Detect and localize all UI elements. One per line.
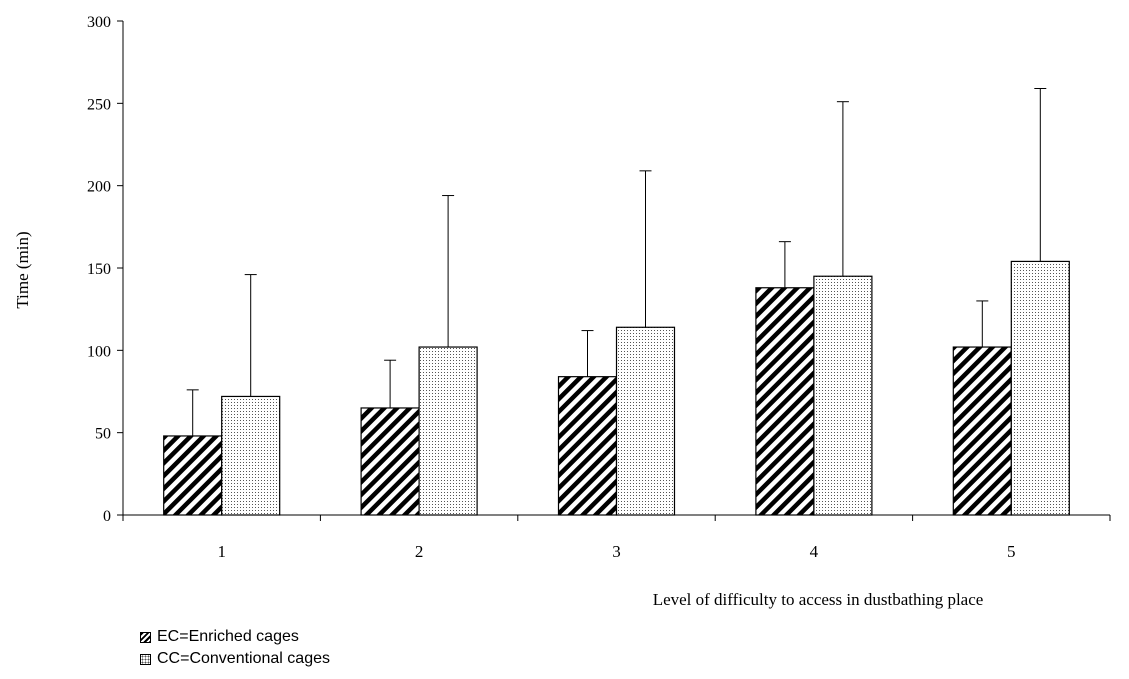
- x-axis-label: Level of difficulty to access in dustbat…: [653, 590, 984, 609]
- y-axis-label: Time (min): [13, 231, 32, 308]
- bar-enriched: [360, 407, 420, 516]
- y-tick-label: 200: [87, 179, 111, 196]
- bar-enriched: [557, 376, 618, 516]
- legend-label-ec: EC=Enriched cages: [157, 628, 299, 645]
- y-tick-label: 50: [95, 426, 111, 443]
- bar-enriched: [952, 346, 1012, 516]
- x-tick-label: 4: [810, 542, 819, 561]
- y-tick-label: 300: [87, 14, 111, 31]
- x-axis: 1 2 3 4 5: [122, 514, 1111, 561]
- y-axis: 0 50 100 150 200 250 300: [87, 14, 124, 525]
- y-tick-label: 250: [87, 96, 111, 113]
- x-tick-label: 2: [415, 542, 424, 561]
- y-tick-label: 100: [87, 343, 111, 360]
- bar-conventional: [221, 395, 281, 516]
- x-tick-label: 5: [1007, 542, 1016, 561]
- legend-label-cc: CC=Conventional cages: [157, 650, 330, 667]
- bar-enriched: [163, 435, 223, 516]
- x-tick-label: 3: [612, 542, 621, 561]
- x-tick-label: 1: [217, 542, 226, 561]
- bar-conventional: [615, 326, 676, 516]
- hatch-swatch-icon: [140, 631, 151, 643]
- bar-chart: 0 50 100 150 200 250 300 1 2 3 4 5 Time (min) Leve…: [13, 14, 1111, 609]
- dots-swatch-icon: [140, 653, 151, 665]
- legend: EC=Enriched cages CC=Conventional cages: [140, 626, 330, 670]
- bar-conventional: [418, 346, 478, 516]
- y-tick-label: 0: [103, 508, 111, 525]
- bar-conventional: [1010, 260, 1070, 516]
- bars: [163, 260, 1070, 516]
- y-tick-label: 150: [87, 261, 111, 278]
- bar-conventional: [813, 275, 873, 516]
- error-bars: [186, 88, 1047, 436]
- legend-item-cc: CC=Conventional cages: [140, 648, 330, 670]
- bar-enriched: [755, 287, 815, 516]
- legend-item-ec: EC=Enriched cages: [140, 626, 330, 648]
